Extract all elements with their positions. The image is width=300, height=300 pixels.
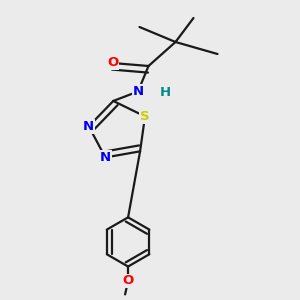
Text: N: N bbox=[100, 151, 111, 164]
Text: O: O bbox=[122, 274, 134, 287]
Text: N: N bbox=[83, 120, 94, 133]
Text: H: H bbox=[159, 86, 171, 100]
Text: O: O bbox=[107, 56, 118, 70]
Text: N: N bbox=[132, 85, 144, 98]
Text: S: S bbox=[140, 110, 150, 123]
